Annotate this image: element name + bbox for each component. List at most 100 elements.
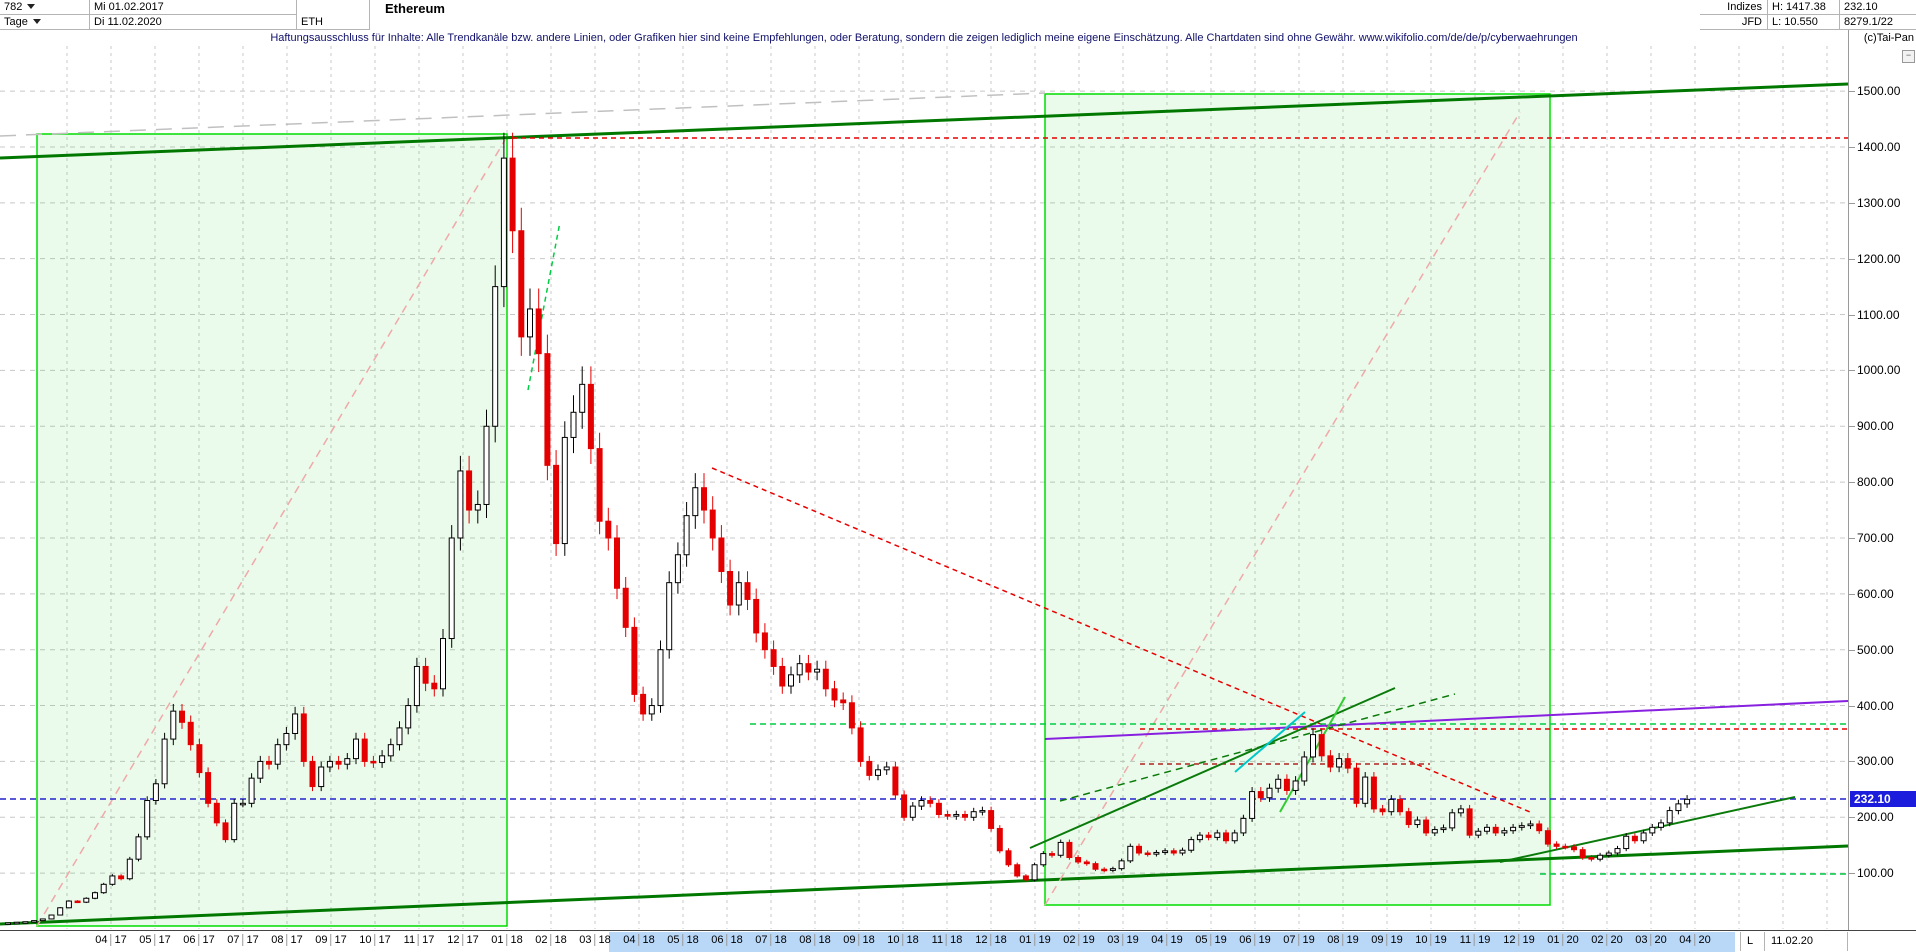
support-dec19-feb20 <box>1499 796 1796 863</box>
date-axis-label: 06 18 <box>711 934 743 946</box>
candle <box>996 827 1003 852</box>
candle <box>1362 776 1369 804</box>
candle <box>405 705 412 729</box>
candle <box>13 921 20 925</box>
candle <box>892 766 899 796</box>
candle <box>170 710 177 740</box>
current-date-cell: 11.02.20 <box>1764 932 1848 951</box>
axis-tick <box>1849 91 1855 93</box>
date-axis-label: 12 19 <box>1503 934 1535 946</box>
date-axis-label: 12 17 <box>447 934 479 946</box>
price-axis-label: 900.00 <box>1857 419 1894 434</box>
axis-tick <box>1849 202 1855 204</box>
candle <box>1014 864 1021 877</box>
candle <box>379 755 386 764</box>
candle <box>1544 830 1551 845</box>
candle <box>796 663 803 676</box>
date-axis-label: 04 18 <box>623 934 655 946</box>
date-axis-label: 12 18 <box>975 934 1007 946</box>
candle <box>1666 810 1673 824</box>
date-axis-label: 09 19 <box>1371 934 1403 946</box>
index-value: 8279.1/22 <box>1840 15 1916 30</box>
candle <box>605 520 612 539</box>
red-falling-trendline <box>711 467 1531 813</box>
candle <box>753 598 760 634</box>
selected-date-range-highlight[interactable] <box>609 932 1735 952</box>
date-to-field[interactable]: Di 11.02.2020 <box>90 15 297 30</box>
date-axis-l-marker[interactable]: L <box>1740 932 1764 951</box>
candle <box>222 822 229 841</box>
candle <box>1388 798 1395 813</box>
candle <box>1484 826 1490 832</box>
candle <box>962 813 968 818</box>
candle <box>579 383 586 413</box>
price-axis-label: 800.00 <box>1857 475 1894 490</box>
price-axis-label: 600.00 <box>1857 586 1894 601</box>
candle <box>761 632 768 651</box>
candle <box>126 858 133 880</box>
candle <box>692 487 699 517</box>
candle <box>666 582 673 651</box>
date-axis-label: 05 17 <box>139 934 171 946</box>
candle <box>1075 856 1082 863</box>
candle <box>822 668 829 690</box>
fan-trendline-dashed <box>1059 693 1456 802</box>
candle <box>509 157 516 232</box>
candle <box>1318 734 1325 757</box>
candle <box>1310 734 1316 758</box>
candle <box>318 766 325 788</box>
candle <box>1275 778 1282 789</box>
candle <box>988 810 995 829</box>
candle <box>500 157 507 288</box>
candle <box>1510 826 1517 832</box>
bars-count-dropdown[interactable]: 782 <box>0 0 90 15</box>
date-axis-label: 02 20 <box>1591 934 1623 946</box>
candle <box>100 883 107 894</box>
date-from-field[interactable]: Mi 01.02.2017 <box>90 0 297 15</box>
candle <box>875 769 881 776</box>
candle <box>1501 830 1508 834</box>
candle <box>805 663 812 673</box>
candle <box>1205 834 1212 838</box>
candle <box>422 665 429 684</box>
candle <box>1597 854 1604 860</box>
candlestick-chart-canvas[interactable] <box>0 0 1848 930</box>
low-value: L: 10.550 <box>1768 15 1840 30</box>
candle <box>144 800 151 838</box>
candle <box>848 702 855 729</box>
candle <box>39 918 46 922</box>
candle <box>744 582 751 600</box>
candle <box>1466 808 1473 836</box>
candle <box>483 425 490 505</box>
price-axis: (c)Tai-Pan − 232.10 1500.00 1400.00 1300.0… <box>1848 30 1916 930</box>
candle <box>1370 776 1377 810</box>
indizes-label[interactable]: Indizes <box>1700 0 1768 15</box>
axis-tick <box>1849 537 1855 539</box>
date-axis-label: 04 19 <box>1151 934 1183 946</box>
date-axis: L 11.02.20 04 17 05 17 06 17 07 17 08 17 09 17 10 17 1… <box>0 930 1916 952</box>
period-dropdown[interactable]: Tage <box>0 15 90 30</box>
lower-channel-dark-green <box>0 844 1848 926</box>
candle <box>440 638 446 690</box>
candle <box>152 783 159 802</box>
axis-tick <box>1849 649 1855 651</box>
price-axis-label: 1400.00 <box>1857 139 1901 154</box>
candle <box>1623 835 1630 850</box>
date-axis-label: 05 18 <box>667 934 699 946</box>
violet-trendline <box>1044 700 1848 740</box>
candle <box>1518 825 1525 828</box>
candle <box>727 570 734 606</box>
candle <box>457 470 464 539</box>
candle <box>1571 846 1577 851</box>
candle <box>248 777 255 804</box>
candle <box>953 813 960 817</box>
collapse-axis-icon[interactable]: − <box>1902 50 1915 63</box>
candle <box>918 800 925 807</box>
chart-header: 782 Tage Mi 01.02.2017 Di 11.02.2020 ETH… <box>0 0 1916 31</box>
date-axis-label: 04 17 <box>95 934 127 946</box>
candle <box>535 308 542 355</box>
candle <box>1153 851 1160 855</box>
candle <box>22 921 29 924</box>
axis-tick <box>1849 817 1855 819</box>
candle <box>1449 812 1456 829</box>
